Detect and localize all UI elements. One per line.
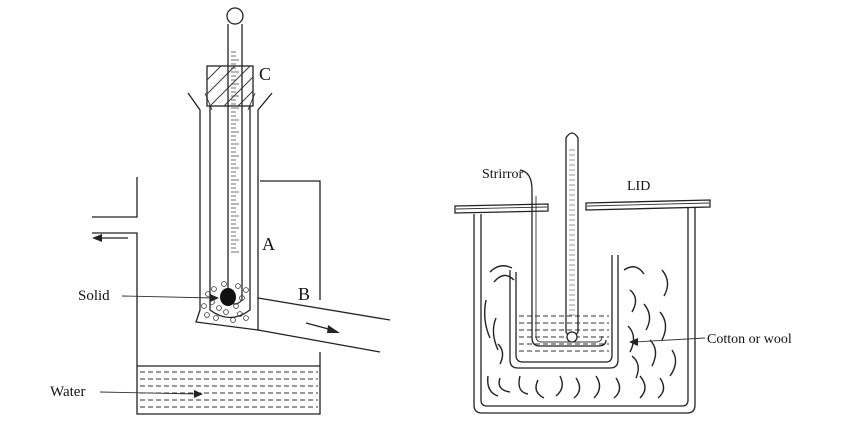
thermometer-left [226,7,244,305]
right-apparatus: Strirror LID Cotton or wool [454,132,792,414]
water-bath [137,365,320,408]
outer-container [473,208,696,414]
left-apparatus: C A B Solid Water [50,7,391,415]
label-c: C [259,64,271,84]
solid-pointer [121,294,219,302]
stirrer [519,169,607,347]
outer-vessel [92,177,321,415]
cotton-wool [483,265,677,399]
inner-liquid [519,315,609,352]
outlet-arrow-left [92,234,128,242]
label-stirrer: Strirror [482,167,524,182]
bubbles [201,281,249,323]
label-lid: LID [627,179,650,194]
inner-beaker [509,255,619,369]
label-cotton: Cotton or wool [707,332,792,347]
lid [454,199,711,214]
cork-c [206,65,254,107]
tube-b [257,297,391,353]
cotton-pointer [629,337,706,346]
label-solid: Solid [78,288,110,304]
tube-a [187,92,273,331]
thermometer-right [565,132,579,343]
label-b: B [298,284,310,304]
label-water: Water [50,384,85,400]
solid-lump [220,288,236,306]
water-pointer [99,390,203,398]
label-a: A [262,234,275,254]
inner-tube [209,106,251,319]
